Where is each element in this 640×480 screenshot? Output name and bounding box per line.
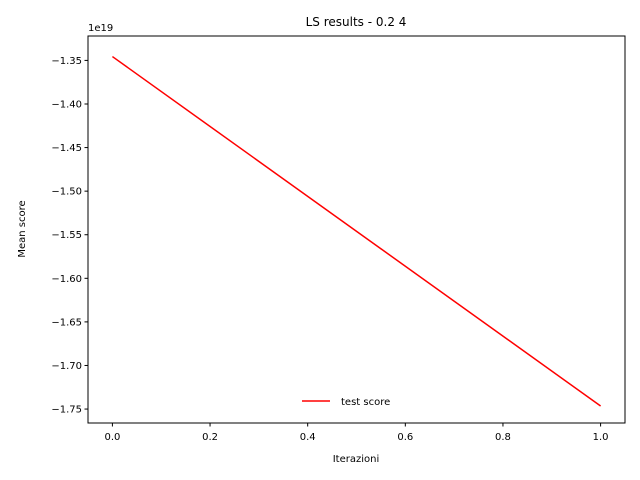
y-axis-label: Mean score [17, 200, 28, 257]
legend-label-test-score: test score [341, 397, 390, 408]
plot-frame [87, 35, 626, 424]
legend: test score [302, 397, 390, 408]
ticks-layer: 0.0 0.2 0.4 0.6 0.8 1.0 −1.35 −1.40 −1.45 −1.50 −1… [51, 56, 608, 443]
y-tick-label: −1.65 [51, 317, 82, 328]
y-tick-label: −1.70 [51, 361, 82, 372]
x-tick-label: 0.8 [495, 432, 511, 443]
y-tick-label: −1.50 [51, 187, 82, 198]
y-tick-label: −1.35 [51, 56, 82, 67]
y-tick-label: −1.75 [51, 405, 82, 416]
y-tick-label: −1.55 [51, 230, 82, 241]
y-tick-label: −1.60 [51, 274, 82, 285]
x-tick-label: 0.0 [104, 432, 120, 443]
x-tick-label: 1.0 [593, 432, 609, 443]
series-line-test-score [111, 55, 602, 407]
y-offset-label: 1e19 [88, 23, 113, 34]
x-tick-label: 0.2 [202, 432, 218, 443]
x-axis-label: Iterazioni [333, 454, 380, 465]
series-layer [111, 55, 602, 407]
x-tick-label: 0.4 [300, 432, 316, 443]
x-tick-label: 0.6 [397, 432, 413, 443]
y-tick-label: −1.45 [51, 143, 82, 154]
chart-title: LS results - 0.2 4 [306, 15, 407, 29]
y-tick-label: −1.40 [51, 99, 82, 110]
